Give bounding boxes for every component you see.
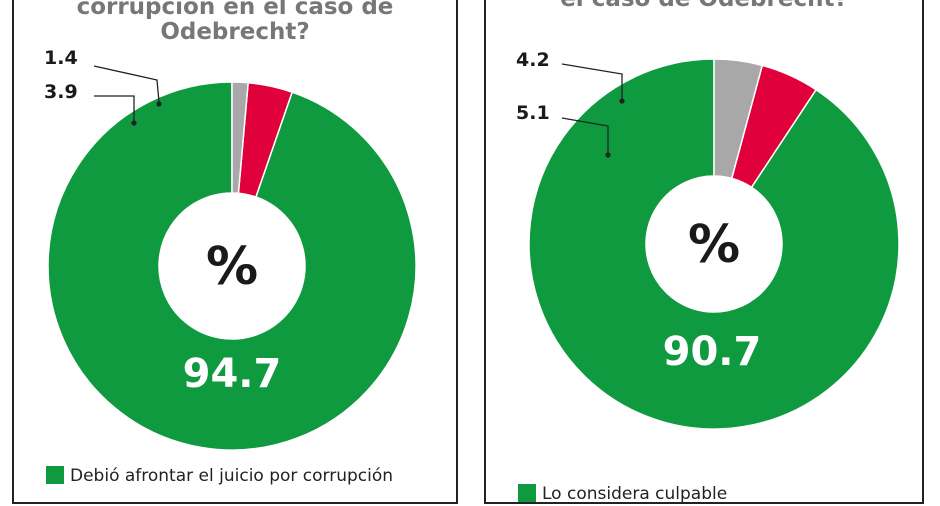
- data-label-slice-gray: 4.2: [516, 49, 550, 71]
- callout-line: [94, 95, 135, 121]
- slice-green: [528, 58, 900, 430]
- data-label-slice-gray: 1.4: [44, 47, 78, 69]
- slice-red: [730, 64, 818, 189]
- data-label-slice-red: 3.9: [44, 81, 78, 103]
- data-label-main: 90.7: [663, 329, 762, 375]
- callout-line: [93, 65, 160, 103]
- legend-item: Debió afrontar el juicio por corrupción: [46, 466, 393, 486]
- legend-swatch-green: [518, 484, 536, 502]
- legend-label: Lo considera culpable: [542, 484, 728, 504]
- data-label-slice-red: 5.1: [516, 102, 550, 124]
- callout-dot: [619, 98, 625, 104]
- callout-line: [561, 117, 609, 153]
- callout-dot: [156, 101, 162, 107]
- left-chart-panel: corrupción en el caso de Odebrecht? % 94.…: [12, 0, 458, 504]
- donut-chart-left: % 94.7 3.9 1.4: [44, 47, 417, 451]
- callout-dot: [605, 152, 611, 158]
- callout-dot: [131, 120, 137, 126]
- center-percent-symbol: %: [206, 237, 258, 297]
- center-percent-symbol: %: [688, 215, 740, 275]
- slice-gray: [713, 58, 764, 180]
- legend-item: Lo considera culpable: [518, 484, 727, 504]
- slice-gray: [231, 81, 249, 195]
- donut-chart-right: % 90.7 5.1 4.2: [516, 49, 900, 430]
- chart-title-line-2: Odebrecht?: [160, 19, 310, 45]
- legend-label: Debió afrontar el juicio por corrupción: [70, 466, 394, 486]
- legend-swatch-green: [46, 466, 64, 484]
- slice-green: [47, 81, 417, 451]
- chart-title-line-1: el caso de Odebrecht?: [486, 0, 922, 13]
- chart-title-line-1: corrupción en el caso de: [76, 0, 394, 20]
- slice-red: [237, 81, 294, 198]
- callout-line: [561, 63, 623, 99]
- data-label-main: 94.7: [183, 351, 282, 397]
- right-chart-panel: el caso de Odebrecht? % 90.7 5.1 4.2 Lo con…: [484, 0, 924, 504]
